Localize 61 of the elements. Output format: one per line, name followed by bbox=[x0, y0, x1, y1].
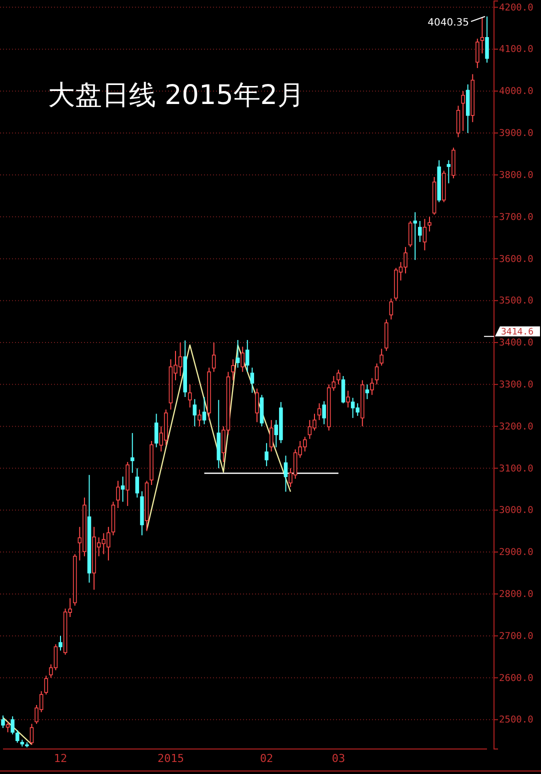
ref-line-label: 3414.6 bbox=[501, 327, 534, 338]
y-tick-label: 4200.0 bbox=[499, 2, 534, 14]
candlestick bbox=[192, 398, 197, 427]
candlestick bbox=[10, 716, 14, 735]
y-tick-label: 3700.0 bbox=[499, 212, 534, 223]
candlestick bbox=[236, 340, 240, 368]
candlestick bbox=[446, 160, 451, 184]
candlestick bbox=[360, 380, 364, 427]
candlestick bbox=[461, 90, 465, 132]
candlestick bbox=[422, 218, 427, 251]
candlestick bbox=[476, 38, 480, 69]
candlestick bbox=[154, 413, 158, 448]
candlestick bbox=[212, 342, 216, 372]
candlestick bbox=[418, 220, 422, 242]
candlestick bbox=[255, 388, 259, 423]
y-tick-label: 3200.0 bbox=[499, 421, 534, 432]
candlestick bbox=[246, 340, 250, 372]
y-tick-label: 3000.0 bbox=[499, 505, 534, 516]
candlestick bbox=[452, 147, 456, 179]
y-tick-label: 4000.0 bbox=[499, 86, 534, 98]
candlestick bbox=[120, 476, 125, 502]
y-tick-label: 3300.0 bbox=[499, 379, 534, 390]
candlestick bbox=[413, 212, 418, 260]
y-tick-label: 3800.0 bbox=[499, 170, 534, 181]
x-tick-label: 12 bbox=[54, 752, 68, 765]
candlestick bbox=[317, 402, 322, 421]
candlestick bbox=[374, 362, 379, 385]
candlestick bbox=[87, 474, 92, 584]
candlestick bbox=[140, 490, 144, 536]
y-tick-label: 2800.0 bbox=[499, 588, 534, 600]
candlestick bbox=[370, 378, 374, 396]
candlestick bbox=[130, 432, 134, 474]
y-tick-label: 3900.0 bbox=[499, 128, 534, 140]
candlestick bbox=[480, 17, 484, 54]
candlestick bbox=[284, 455, 288, 492]
x-tick-label: 02 bbox=[260, 752, 274, 765]
candlestick bbox=[428, 216, 432, 232]
y-tick-label: 3500.0 bbox=[499, 296, 534, 307]
y-tick-label: 2500.0 bbox=[499, 714, 534, 726]
y-tick-label: 3100.0 bbox=[499, 463, 534, 474]
y-tick-label: 3400.0 bbox=[499, 338, 534, 349]
text: 大盘日线 2015年2月 bbox=[48, 80, 304, 111]
line-series bbox=[146, 344, 292, 530]
candlestick bbox=[346, 390, 350, 408]
annotation: 4040.35 bbox=[428, 18, 469, 29]
candlestick bbox=[250, 367, 254, 394]
y-tick-label: 4100.0 bbox=[499, 44, 534, 56]
candlestick bbox=[466, 84, 470, 134]
candlestick bbox=[150, 440, 154, 486]
candlestick bbox=[183, 340, 187, 398]
candlestick bbox=[207, 367, 211, 421]
y-tick-label: 2900.0 bbox=[499, 547, 534, 558]
y-tick-label: 2600.0 bbox=[499, 672, 534, 684]
y-tick-label: 3600.0 bbox=[499, 254, 534, 265]
candlestick bbox=[240, 346, 244, 372]
candlestick bbox=[198, 409, 202, 427]
candlestick bbox=[188, 384, 192, 408]
candlestick bbox=[365, 384, 370, 400]
x-tick-label: 03 bbox=[332, 752, 346, 765]
y-tick-label: 2700.0 bbox=[499, 630, 534, 642]
x-tick-label: 2015 bbox=[157, 752, 184, 765]
